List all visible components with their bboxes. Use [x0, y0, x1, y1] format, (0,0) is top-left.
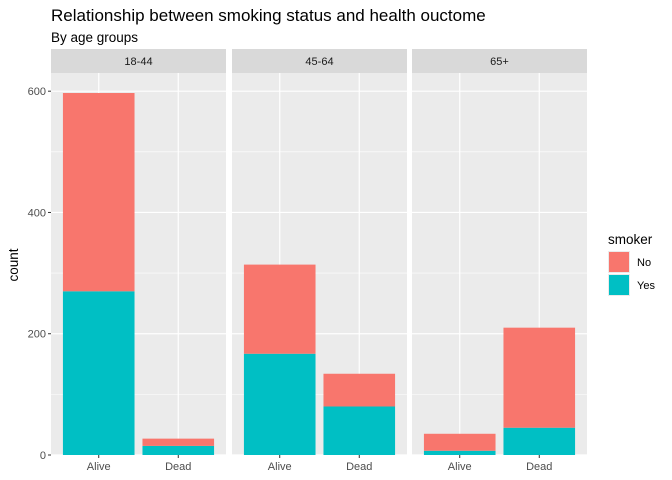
facet-strip-label: 45-64: [305, 56, 333, 68]
legend-swatch-No: [609, 252, 629, 272]
bar-65+-Dead-Yes: [503, 427, 576, 455]
legend-swatch-Yes: [609, 275, 629, 295]
facet-strip-label: 18-44: [124, 56, 152, 68]
facet-strip-label: 65+: [490, 56, 509, 68]
x-tick-label: Dead: [526, 461, 552, 473]
chart-subtitle: By age groups: [51, 30, 138, 45]
bar-65+-Dead-No: [503, 327, 576, 428]
x-tick-label: Alive: [268, 461, 292, 473]
x-tick-label: Alive: [87, 461, 111, 473]
bar-18-44-Dead-Yes: [142, 445, 215, 455]
bar-45-64-Alive-Yes: [243, 353, 316, 455]
x-tick-label: Dead: [165, 461, 191, 473]
bar-18-44-Dead-No: [142, 438, 215, 446]
x-tick-label: Dead: [346, 461, 372, 473]
facet-strip: [51, 49, 226, 73]
bar-45-64-Dead-No: [323, 373, 396, 407]
bar-65+-Alive-No: [423, 433, 496, 451]
y-tick-label: 200: [28, 329, 46, 341]
bar-65+-Alive-Yes: [423, 450, 496, 455]
facet-panels: 18-44 Alive Dead 45-64 Alive Dead 65+ Alive Dead: [51, 49, 587, 473]
legend-label-No: No: [637, 257, 651, 269]
facet-panel-65+: 65+ Alive Dead: [412, 49, 587, 473]
bar-18-44-Alive-Yes: [62, 291, 135, 455]
x-tick-label: Alive: [448, 461, 472, 473]
y-tick-label: 600: [28, 86, 46, 98]
legend-label-Yes: Yes: [637, 280, 655, 292]
legend-title: smoker: [608, 232, 653, 247]
facet-strip: [232, 49, 407, 73]
facet-panel-18-44: 18-44 Alive Dead: [51, 49, 226, 473]
legend: smoker No Yes: [608, 232, 655, 296]
facet-strip: [412, 49, 587, 73]
y-axis-title: count: [6, 248, 21, 281]
chart-title: Relationship between smoking status and …: [51, 6, 486, 25]
bar-18-44-Alive-No: [62, 93, 135, 292]
y-tick-label: 0: [40, 450, 46, 462]
bar-45-64-Alive-No: [243, 264, 316, 354]
facet-panel-45-64: 45-64 Alive Dead: [232, 49, 407, 473]
y-tick-label: 400: [28, 207, 46, 219]
bar-45-64-Dead-Yes: [323, 406, 396, 455]
